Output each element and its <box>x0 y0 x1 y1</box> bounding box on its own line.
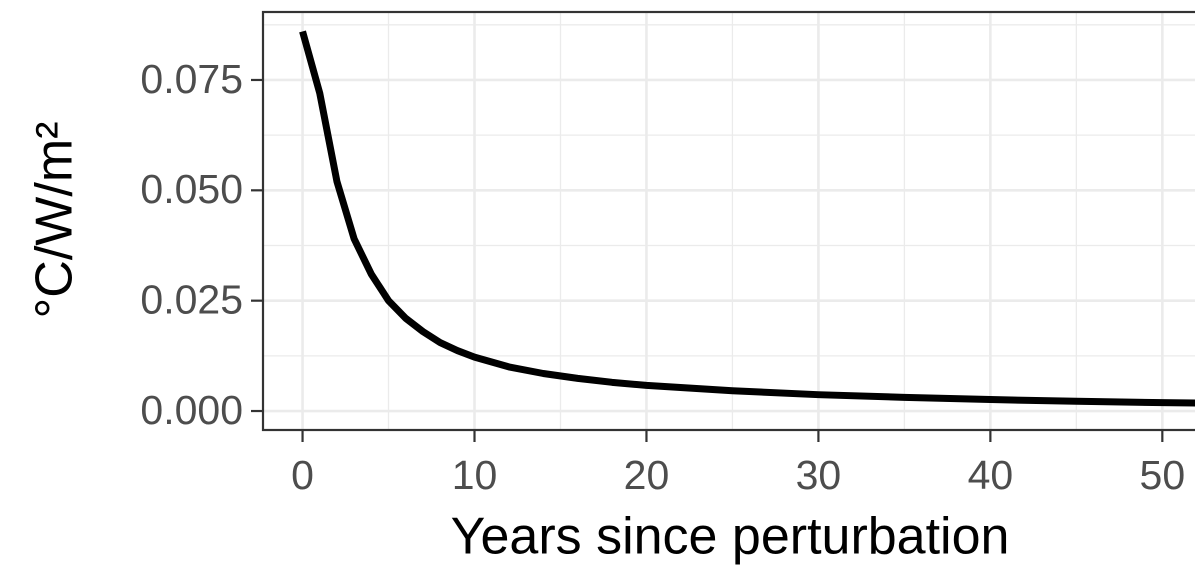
y-tick-label: 0.000 <box>140 387 243 433</box>
x-tick-label: 40 <box>968 452 1014 498</box>
y-tick-label: 0.025 <box>140 276 243 322</box>
y-axis-title: °C/W/m² <box>26 122 84 319</box>
x-tick-label: 10 <box>452 452 498 498</box>
axes: 0 10 20 30 40 50 0.000 0.025 0.050 0.075 <box>140 56 1185 498</box>
panel <box>263 12 1195 430</box>
x-axis-title: Years since perturbation <box>451 508 1010 566</box>
x-tick-label: 50 <box>1140 452 1186 498</box>
y-tick-label: 0.050 <box>140 166 243 212</box>
data-line <box>299 30 1195 407</box>
grid <box>263 12 1195 430</box>
x-tick-label: 0 <box>291 452 314 498</box>
y-tick-label: 0.075 <box>140 56 243 102</box>
x-tick-label: 20 <box>624 452 670 498</box>
x-tick-label: 30 <box>796 452 842 498</box>
panel-border <box>261 10 1195 432</box>
plot-area <box>299 30 1195 407</box>
